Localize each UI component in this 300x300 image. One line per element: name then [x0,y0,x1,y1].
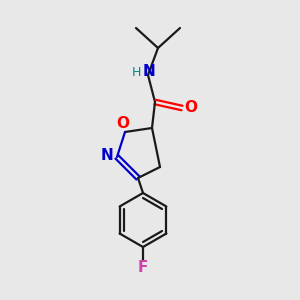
Text: N: N [100,148,113,164]
Text: O: O [184,100,197,115]
Text: F: F [138,260,148,275]
Text: H: H [131,65,141,79]
Text: N: N [142,64,155,80]
Text: O: O [116,116,130,130]
